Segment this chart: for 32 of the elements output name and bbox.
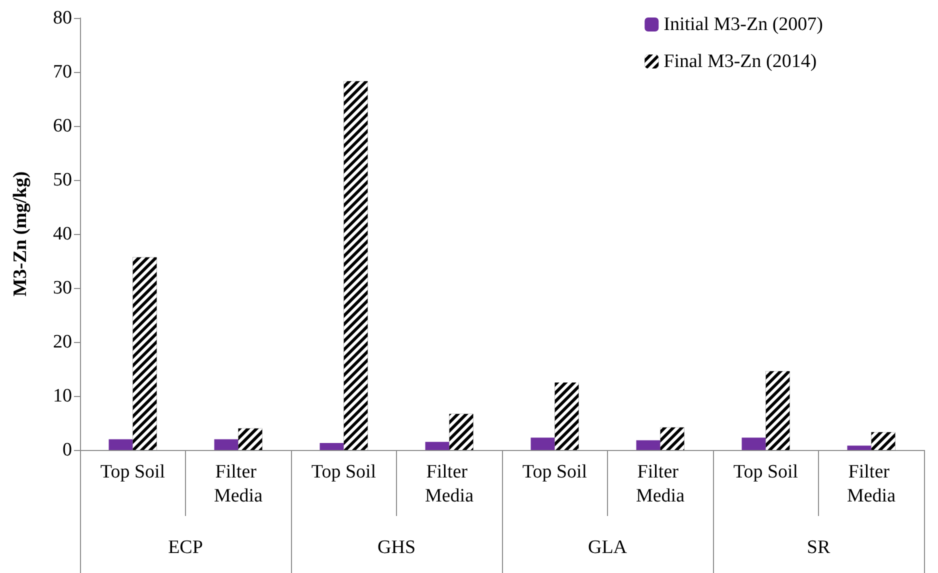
bar [320, 442, 344, 450]
y-axis-title: M3-Zn (mg/kg) [10, 171, 31, 297]
y-tick-label: 20 [53, 332, 72, 352]
x-tick-label: Top Soil [733, 462, 798, 482]
x-tick-label: Top Soil [522, 462, 588, 482]
y-tick-label: 60 [53, 116, 72, 136]
y-tick-label: 80 [53, 8, 72, 28]
bar [214, 439, 238, 450]
legend-label: Final M3-Zn (2014) [664, 51, 817, 72]
bar [425, 442, 450, 450]
x-tick-label: Filter Media [424, 462, 474, 506]
bar [108, 439, 133, 450]
y-tick-label: 30 [53, 278, 72, 298]
text: GHS [377, 537, 416, 558]
x-tick-label: Filter Media [214, 462, 264, 506]
x-tick-label: Top Soil [100, 462, 166, 482]
bar [530, 438, 555, 450]
y-tick-label: 40 [53, 224, 72, 244]
x-tick-label: Top Soil [311, 462, 376, 482]
x-tick-label: Filter Media [636, 462, 686, 506]
bar [847, 446, 872, 450]
text: GLA [588, 537, 628, 558]
y-tick-label: 0 [62, 440, 72, 460]
bar [742, 438, 766, 450]
y-tick-label: 50 [53, 170, 72, 190]
text: SR [806, 537, 830, 558]
y-tick-label: 10 [53, 386, 72, 406]
text: ECP [168, 537, 203, 558]
bar [636, 440, 660, 450]
y-tick-label: 70 [53, 62, 72, 82]
x-tick-label: Filter Media [846, 462, 896, 506]
legend-label: Initial M3-Zn (2007) [664, 14, 824, 35]
